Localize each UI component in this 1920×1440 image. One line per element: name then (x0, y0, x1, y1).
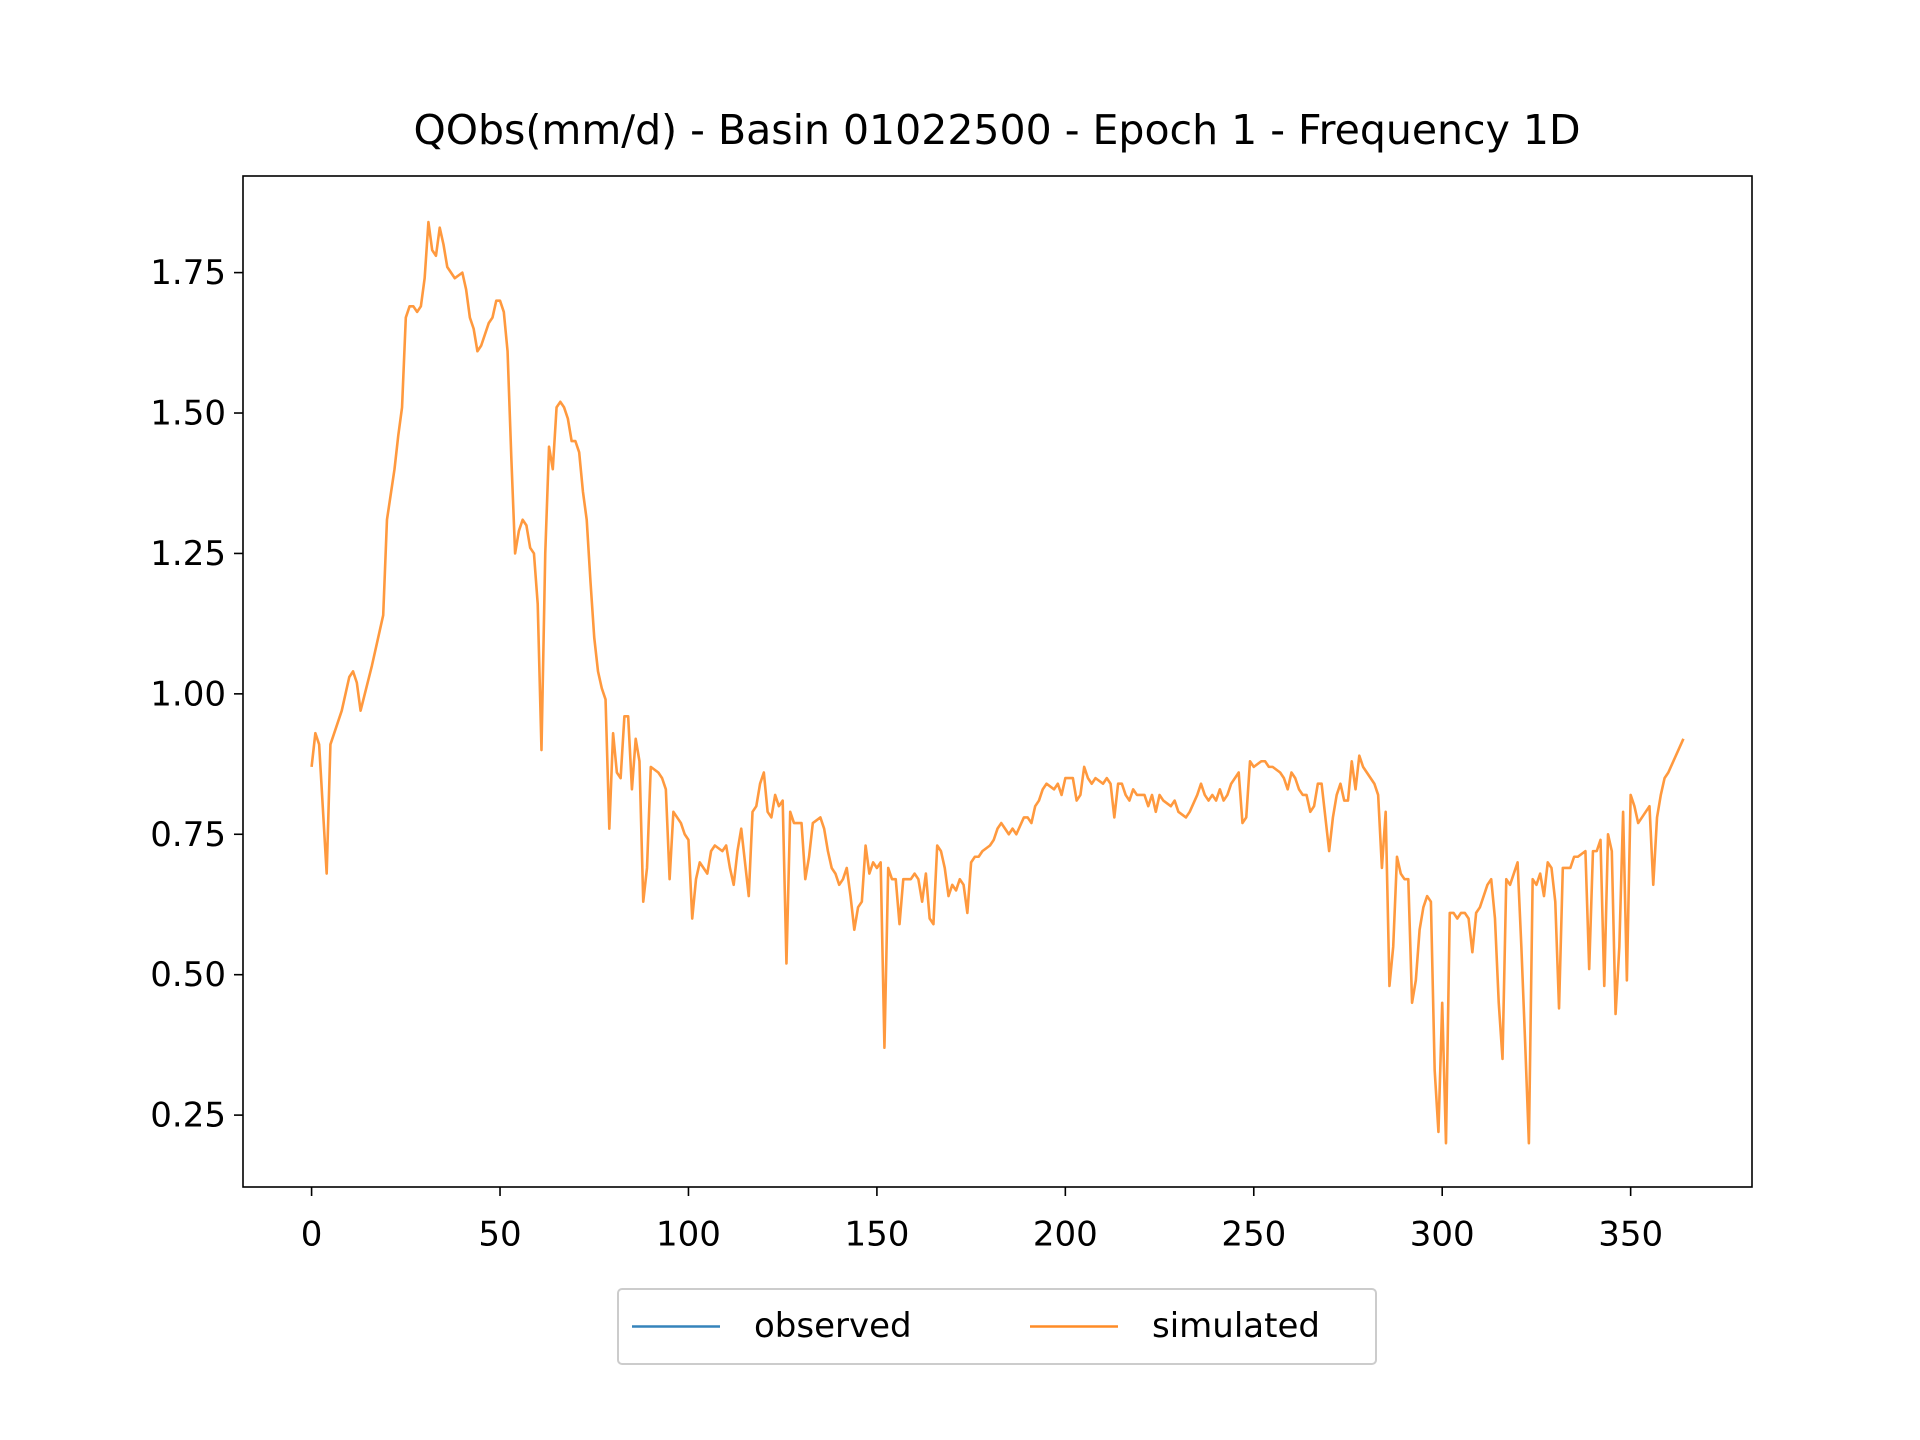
y-tick-label: 1.00 (150, 674, 226, 714)
x-tick-label: 350 (1598, 1215, 1663, 1255)
x-tick-label: 0 (301, 1215, 323, 1255)
x-tick-label: 200 (1033, 1215, 1098, 1255)
data-line (310, 220, 1685, 1145)
y-tick-label: 0.25 (150, 1096, 226, 1136)
x-tick-label: 300 (1410, 1215, 1475, 1255)
y-tick-label: 1.75 (150, 253, 226, 293)
y-tick-label: 0.50 (150, 955, 226, 995)
x-tick-label: 50 (478, 1215, 521, 1255)
legend-label: simulated (1152, 1306, 1320, 1346)
x-tick-label: 250 (1221, 1215, 1286, 1255)
x-tick-label: 100 (656, 1215, 721, 1255)
y-tick-label: 0.75 (150, 815, 226, 855)
axes-frame (242, 175, 1753, 1188)
legend-label: observed (754, 1306, 912, 1346)
y-tick-label: 1.50 (150, 394, 226, 434)
x-tick-label: 150 (844, 1215, 909, 1255)
chart-title: QObs(mm/d) - Basin 01022500 - Epoch 1 - … (413, 106, 1580, 154)
y-tick-label: 1.25 (150, 534, 226, 574)
legend-box (617, 1288, 1377, 1365)
